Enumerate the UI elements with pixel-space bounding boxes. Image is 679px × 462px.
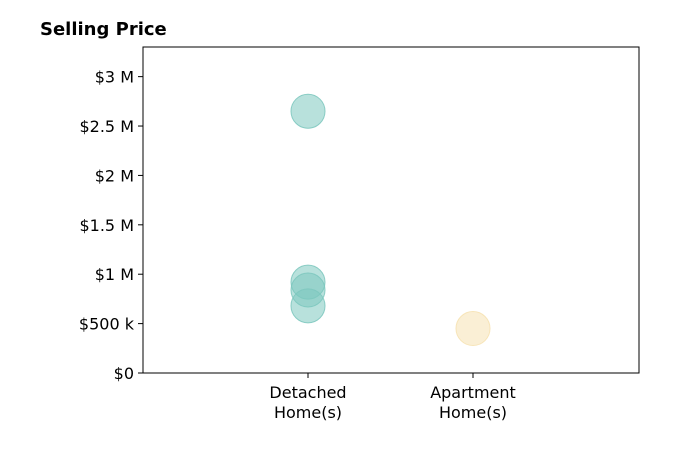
y-tick-label: $1.5 M — [79, 216, 134, 235]
y-tick-label: $0 — [114, 364, 134, 383]
y-tick-label: $1 M — [95, 265, 134, 284]
y-tick-label: $500 k — [79, 315, 135, 334]
x-tick-label: Home(s) — [439, 403, 507, 422]
data-point — [290, 93, 326, 129]
y-tick-label: $3 M — [95, 68, 134, 87]
y-tick-label: $2.5 M — [79, 117, 134, 136]
y-axis: $0 $500 k $1 M $1.5 M $2 M $2.5 M $3 M — [79, 68, 143, 383]
x-tick-label: Detached — [269, 383, 346, 402]
data-point — [455, 311, 491, 347]
x-tick-label: Apartment — [430, 383, 516, 402]
y-tick-label: $2 M — [95, 166, 134, 185]
plot-area-frame — [142, 46, 640, 374]
chart-title: Selling Price — [40, 19, 167, 40]
x-tick-label: Home(s) — [274, 403, 342, 422]
data-points — [290, 93, 491, 347]
data-point — [290, 288, 326, 324]
